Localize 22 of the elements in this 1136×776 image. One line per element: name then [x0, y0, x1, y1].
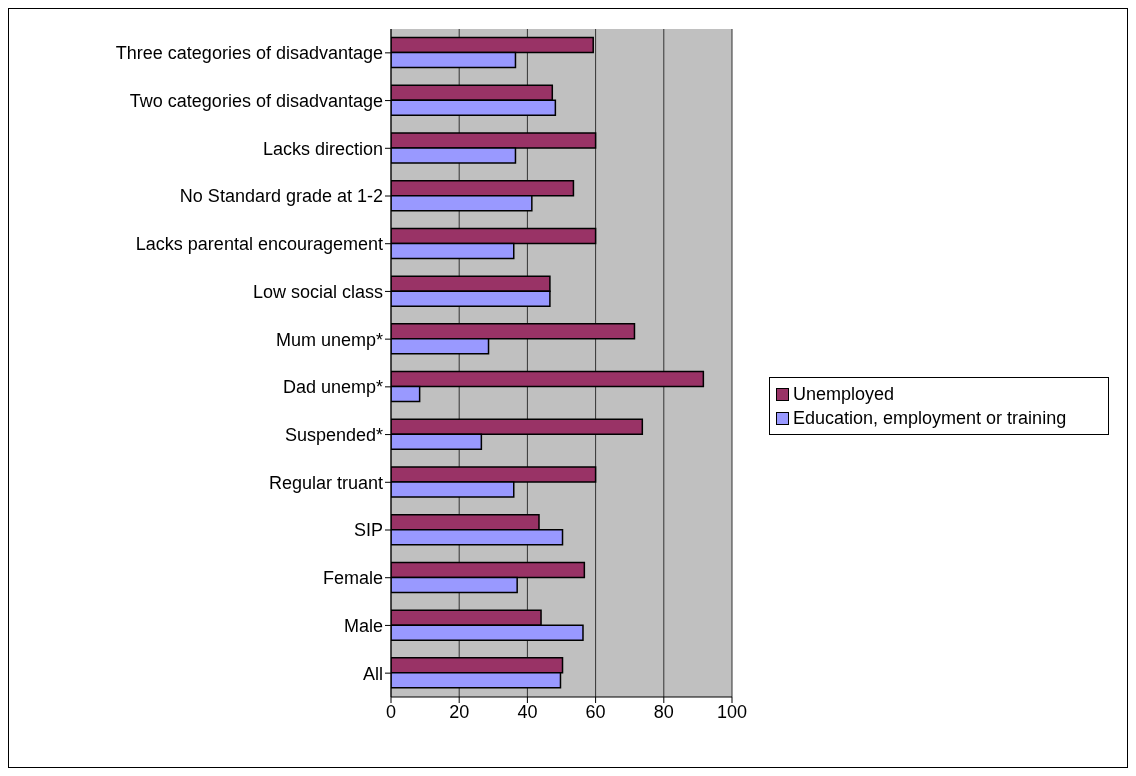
x-tick-label: 20 — [449, 701, 470, 722]
y-tick-label: Lacks direction — [262, 138, 383, 159]
y-tick-label: Male — [343, 615, 383, 636]
legend-label: Unemployed — [793, 383, 895, 406]
x-tick-label: 60 — [585, 701, 606, 722]
x-tick-label: 40 — [517, 701, 538, 722]
x-tick-label: 100 — [716, 701, 748, 722]
y-tick-label: Mum unemp* — [275, 329, 383, 350]
y-tick-label: Lacks parental encouragement — [135, 234, 383, 255]
y-tick-label: Female — [322, 568, 383, 589]
y-tick-label: Dad unemp* — [282, 377, 383, 398]
legend-label: Education, employment or training — [793, 407, 1067, 430]
y-tick-label: No Standard grade at 1-2 — [179, 186, 383, 207]
y-tick-label: SIP — [353, 520, 383, 541]
x-tick-label: 80 — [653, 701, 674, 722]
y-tick-label: All — [362, 663, 383, 684]
y-tick-label: Regular truant — [268, 472, 383, 493]
y-tick-label: Low social class — [252, 281, 383, 302]
y-tick-label: Three categories of disadvantage — [115, 43, 383, 64]
y-tick-label: Two categories of disadvantage — [129, 90, 383, 111]
y-tick-label: Suspended* — [284, 424, 383, 445]
x-tick-label: 0 — [385, 701, 397, 722]
